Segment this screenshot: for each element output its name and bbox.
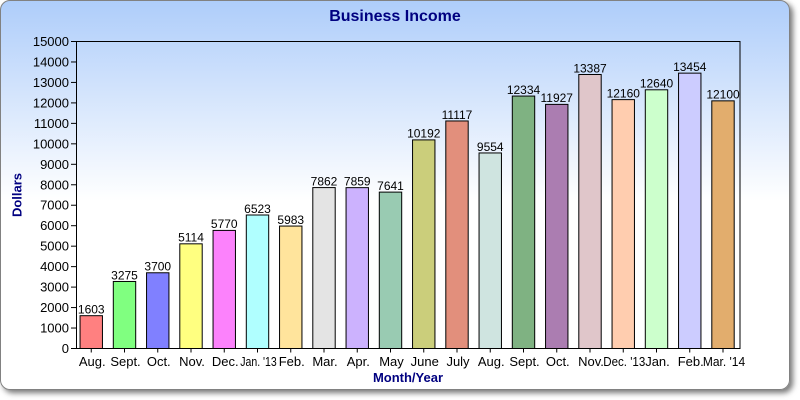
svg-text:8000: 8000 <box>40 177 69 192</box>
svg-text:13387: 13387 <box>573 61 607 75</box>
svg-text:1603: 1603 <box>78 302 105 316</box>
svg-text:6000: 6000 <box>40 218 69 233</box>
svg-text:Nov.: Nov. <box>578 354 604 369</box>
svg-text:Apr.: Apr. <box>347 354 370 369</box>
svg-text:Dec. '13: Dec. '13 <box>603 354 645 369</box>
svg-text:6523: 6523 <box>244 202 271 216</box>
svg-text:Sept.: Sept. <box>509 354 539 369</box>
svg-text:0: 0 <box>62 341 69 356</box>
svg-text:July: July <box>446 354 470 369</box>
svg-text:3000: 3000 <box>40 280 69 295</box>
svg-text:Mar. '14: Mar. '14 <box>703 354 745 369</box>
svg-text:Dec.: Dec. <box>212 354 239 369</box>
svg-text:Dollars: Dollars <box>10 173 25 217</box>
svg-text:3700: 3700 <box>144 260 171 274</box>
svg-text:7641: 7641 <box>377 179 404 193</box>
svg-text:15000: 15000 <box>33 34 69 49</box>
svg-text:5000: 5000 <box>40 239 69 254</box>
svg-text:Jan. '13: Jan. '13 <box>240 354 277 369</box>
svg-text:May: May <box>379 354 404 369</box>
svg-text:11117: 11117 <box>442 108 473 122</box>
svg-text:Aug.: Aug. <box>79 354 106 369</box>
svg-text:12000: 12000 <box>33 95 69 110</box>
svg-text:12160: 12160 <box>607 86 641 100</box>
svg-text:7000: 7000 <box>40 198 69 213</box>
svg-text:11000: 11000 <box>34 116 69 131</box>
svg-text:Oct.: Oct. <box>147 354 171 369</box>
svg-text:10000: 10000 <box>33 136 69 151</box>
svg-text:Aug.: Aug. <box>478 354 505 369</box>
svg-text:1000: 1000 <box>40 321 69 336</box>
svg-text:Feb.: Feb. <box>279 354 305 369</box>
svg-text:12640: 12640 <box>640 77 674 91</box>
svg-text:7862: 7862 <box>311 174 338 188</box>
svg-text:9554: 9554 <box>477 140 504 154</box>
svg-text:2000: 2000 <box>40 300 69 315</box>
svg-text:4000: 4000 <box>40 259 69 274</box>
svg-text:12100: 12100 <box>706 88 740 102</box>
svg-text:3275: 3275 <box>111 268 138 282</box>
svg-text:Feb.: Feb. <box>678 354 704 369</box>
svg-text:14000: 14000 <box>33 54 69 69</box>
svg-text:Sept.: Sept. <box>110 354 140 369</box>
svg-text:Month/Year: Month/Year <box>373 370 443 385</box>
svg-text:Business Income: Business Income <box>329 8 461 25</box>
svg-text:Nov.: Nov. <box>179 354 205 369</box>
svg-text:7859: 7859 <box>344 174 371 188</box>
svg-text:10192: 10192 <box>407 127 441 141</box>
svg-text:13000: 13000 <box>33 75 69 90</box>
svg-text:June: June <box>411 354 439 369</box>
svg-text:5114: 5114 <box>178 231 204 245</box>
svg-text:9000: 9000 <box>40 157 69 172</box>
svg-text:5983: 5983 <box>277 213 304 227</box>
svg-text:Oct.: Oct. <box>546 354 570 369</box>
svg-text:13454: 13454 <box>673 60 707 74</box>
svg-text:5770: 5770 <box>211 217 238 231</box>
svg-text:Mar.: Mar. <box>312 354 337 369</box>
svg-text:Jan.: Jan. <box>645 354 670 369</box>
svg-text:12334: 12334 <box>507 83 541 97</box>
svg-text:11927: 11927 <box>541 91 574 105</box>
